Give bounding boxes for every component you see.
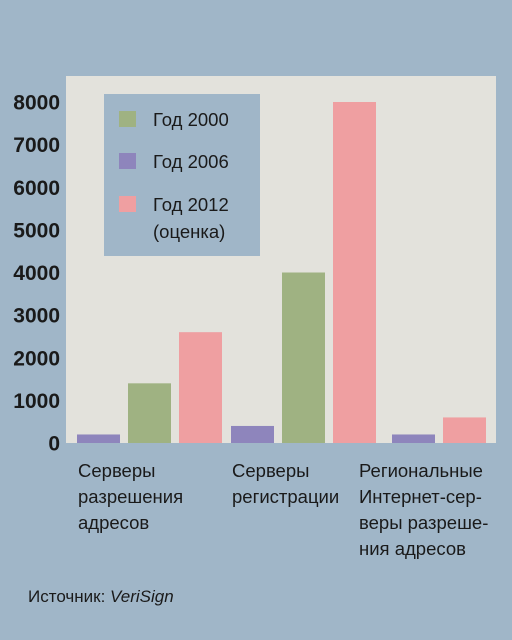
legend-swatch <box>119 153 136 169</box>
category-label-line: разрешения <box>78 486 183 507</box>
y-tick-label: 1000 <box>13 390 60 413</box>
legend-label-line: Год 2006 <box>153 151 229 172</box>
y-tick-label: 4000 <box>13 262 60 285</box>
category-labels: Серверы разрешения адресов Серверы регистрац… <box>78 460 488 559</box>
category-label-line: Региональные <box>359 460 483 481</box>
bar <box>77 434 120 443</box>
y-tick-label: 3000 <box>13 305 60 328</box>
y-tick-label: 6000 <box>13 177 60 200</box>
y-tick-label: 2000 <box>13 347 60 370</box>
legend-label-line: Год 2012 <box>153 194 229 215</box>
bar <box>128 383 171 443</box>
category-label-line: Серверы <box>232 460 309 481</box>
bar <box>443 417 486 443</box>
category-label: Региональные Интернет-сер-веры разреше-ни… <box>359 460 488 559</box>
category-label-line: ния адресов <box>359 538 466 559</box>
y-tick-label: 5000 <box>13 219 60 242</box>
legend-label-line: Год 2000 <box>153 109 229 130</box>
category-label: Серверы разрешения адресов <box>78 460 183 533</box>
legend-label: Год 2006 <box>153 151 229 172</box>
y-tick-label: 8000 <box>13 92 60 115</box>
category-label-line: Интернет-сер- <box>359 486 482 507</box>
legend-label: Год 2012 (оценка) <box>153 194 229 242</box>
category-label-line: адресов <box>78 512 149 533</box>
bar <box>282 272 325 443</box>
legend-swatch <box>119 196 136 212</box>
source-name: VeriSign <box>110 587 174 606</box>
category-label: Серверы регистрации <box>232 460 339 507</box>
bars <box>77 102 486 443</box>
y-axis: 0 1000 2000 3000 4000 5000 6000 7000 8000 <box>13 92 60 456</box>
bar <box>333 102 376 443</box>
y-tick-label: 0 <box>48 433 60 456</box>
y-tick-label: 7000 <box>13 134 60 157</box>
bar <box>231 425 274 443</box>
bar <box>179 332 222 443</box>
category-label-line: регистрации <box>232 486 339 507</box>
bar <box>392 434 435 443</box>
legend-label-line: (оценка) <box>153 221 225 242</box>
source-note: Источник: VeriSign <box>28 587 174 607</box>
legend: Год 2000 Год 2006 Год 2012 (оценка) <box>104 94 260 256</box>
source-label: Источник: <box>28 587 106 606</box>
legend-swatch <box>119 111 136 127</box>
category-label-line: веры разреше- <box>359 512 488 533</box>
legend-label: Год 2000 <box>153 109 229 130</box>
category-label-line: Серверы <box>78 460 155 481</box>
